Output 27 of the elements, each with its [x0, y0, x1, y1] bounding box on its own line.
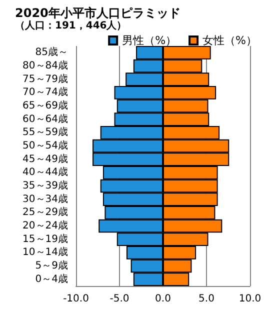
y-tick-label: 25～29歳 — [22, 206, 68, 218]
y-tick-label: 45～49歳 — [22, 152, 68, 165]
y-tick-label: 65～69歳 — [22, 100, 68, 112]
x-tick-label: -10.0 — [63, 294, 89, 304]
y-tick-label: 70～74歳 — [22, 86, 68, 98]
chart-title: 2020年小平市人口ピラミッド — [15, 6, 180, 20]
x-tick-label: 0.0 — [155, 294, 171, 304]
legend-label: 女性（%） — [202, 34, 257, 47]
y-tick-label: 15～19歳 — [22, 232, 68, 245]
legend-label: 男性（%） — [122, 34, 177, 47]
y-tick-label: 75～79歳 — [22, 72, 68, 85]
y-tick-label: 35～39歳 — [22, 180, 68, 192]
y-tick-label: 30～34歳 — [22, 192, 68, 205]
x-tick-label: 5.0 — [198, 294, 214, 304]
y-tick-label: 0～4歳 — [35, 272, 68, 285]
chart-subtitle: （人口：191，446人） — [15, 20, 127, 32]
y-tick-label: 80～84歳 — [22, 60, 68, 72]
x-tick-label: -5.0 — [110, 294, 130, 304]
y-tick-label: 10～14歳 — [22, 246, 68, 258]
y-tick-label: 60～64歳 — [22, 112, 68, 125]
y-tick-label: 5～9歳 — [35, 260, 68, 272]
y-tick-label: 50～54歳 — [22, 140, 68, 152]
y-tick-label: 20～24歳 — [22, 220, 68, 232]
y-tick-label: 40～44歳 — [22, 166, 68, 178]
y-tick-label: 55～59歳 — [22, 126, 68, 138]
y-tick-label: 85歳～ — [35, 46, 68, 58]
x-tick-label: 10.0 — [238, 294, 262, 304]
